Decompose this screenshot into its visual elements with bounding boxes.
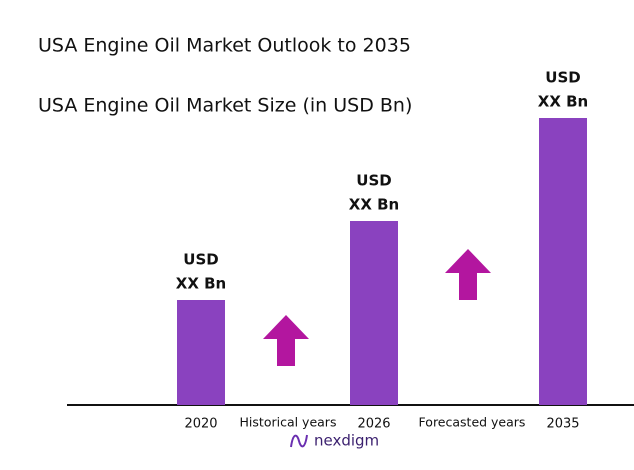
bar-label: USD — [356, 172, 391, 190]
chart-title: USA Engine Oil Market Outlook to 2035 — [38, 35, 411, 57]
bar-label: XX Bn — [176, 275, 226, 293]
period-label: Historical years — [240, 415, 337, 430]
x-tick-label: 2026 — [357, 417, 390, 432]
bar — [539, 118, 587, 405]
x-tick-label: 2020 — [184, 417, 217, 432]
bar — [350, 221, 398, 405]
brand: nexdigm — [314, 432, 379, 450]
bar-label: XX Bn — [349, 196, 399, 214]
chart-subtitle: USA Engine Oil Market Size (in USD Bn) — [38, 95, 412, 117]
growth-arrow — [445, 249, 491, 300]
bar-label: USD — [545, 69, 580, 87]
bar-label: USD — [183, 251, 218, 269]
logo-icon — [290, 434, 308, 448]
bar-label: XX Bn — [538, 93, 588, 111]
bar — [177, 300, 225, 405]
period-label: Forecasted years — [419, 415, 526, 430]
x-tick-label: 2035 — [546, 417, 579, 432]
growth-arrow — [263, 315, 309, 366]
